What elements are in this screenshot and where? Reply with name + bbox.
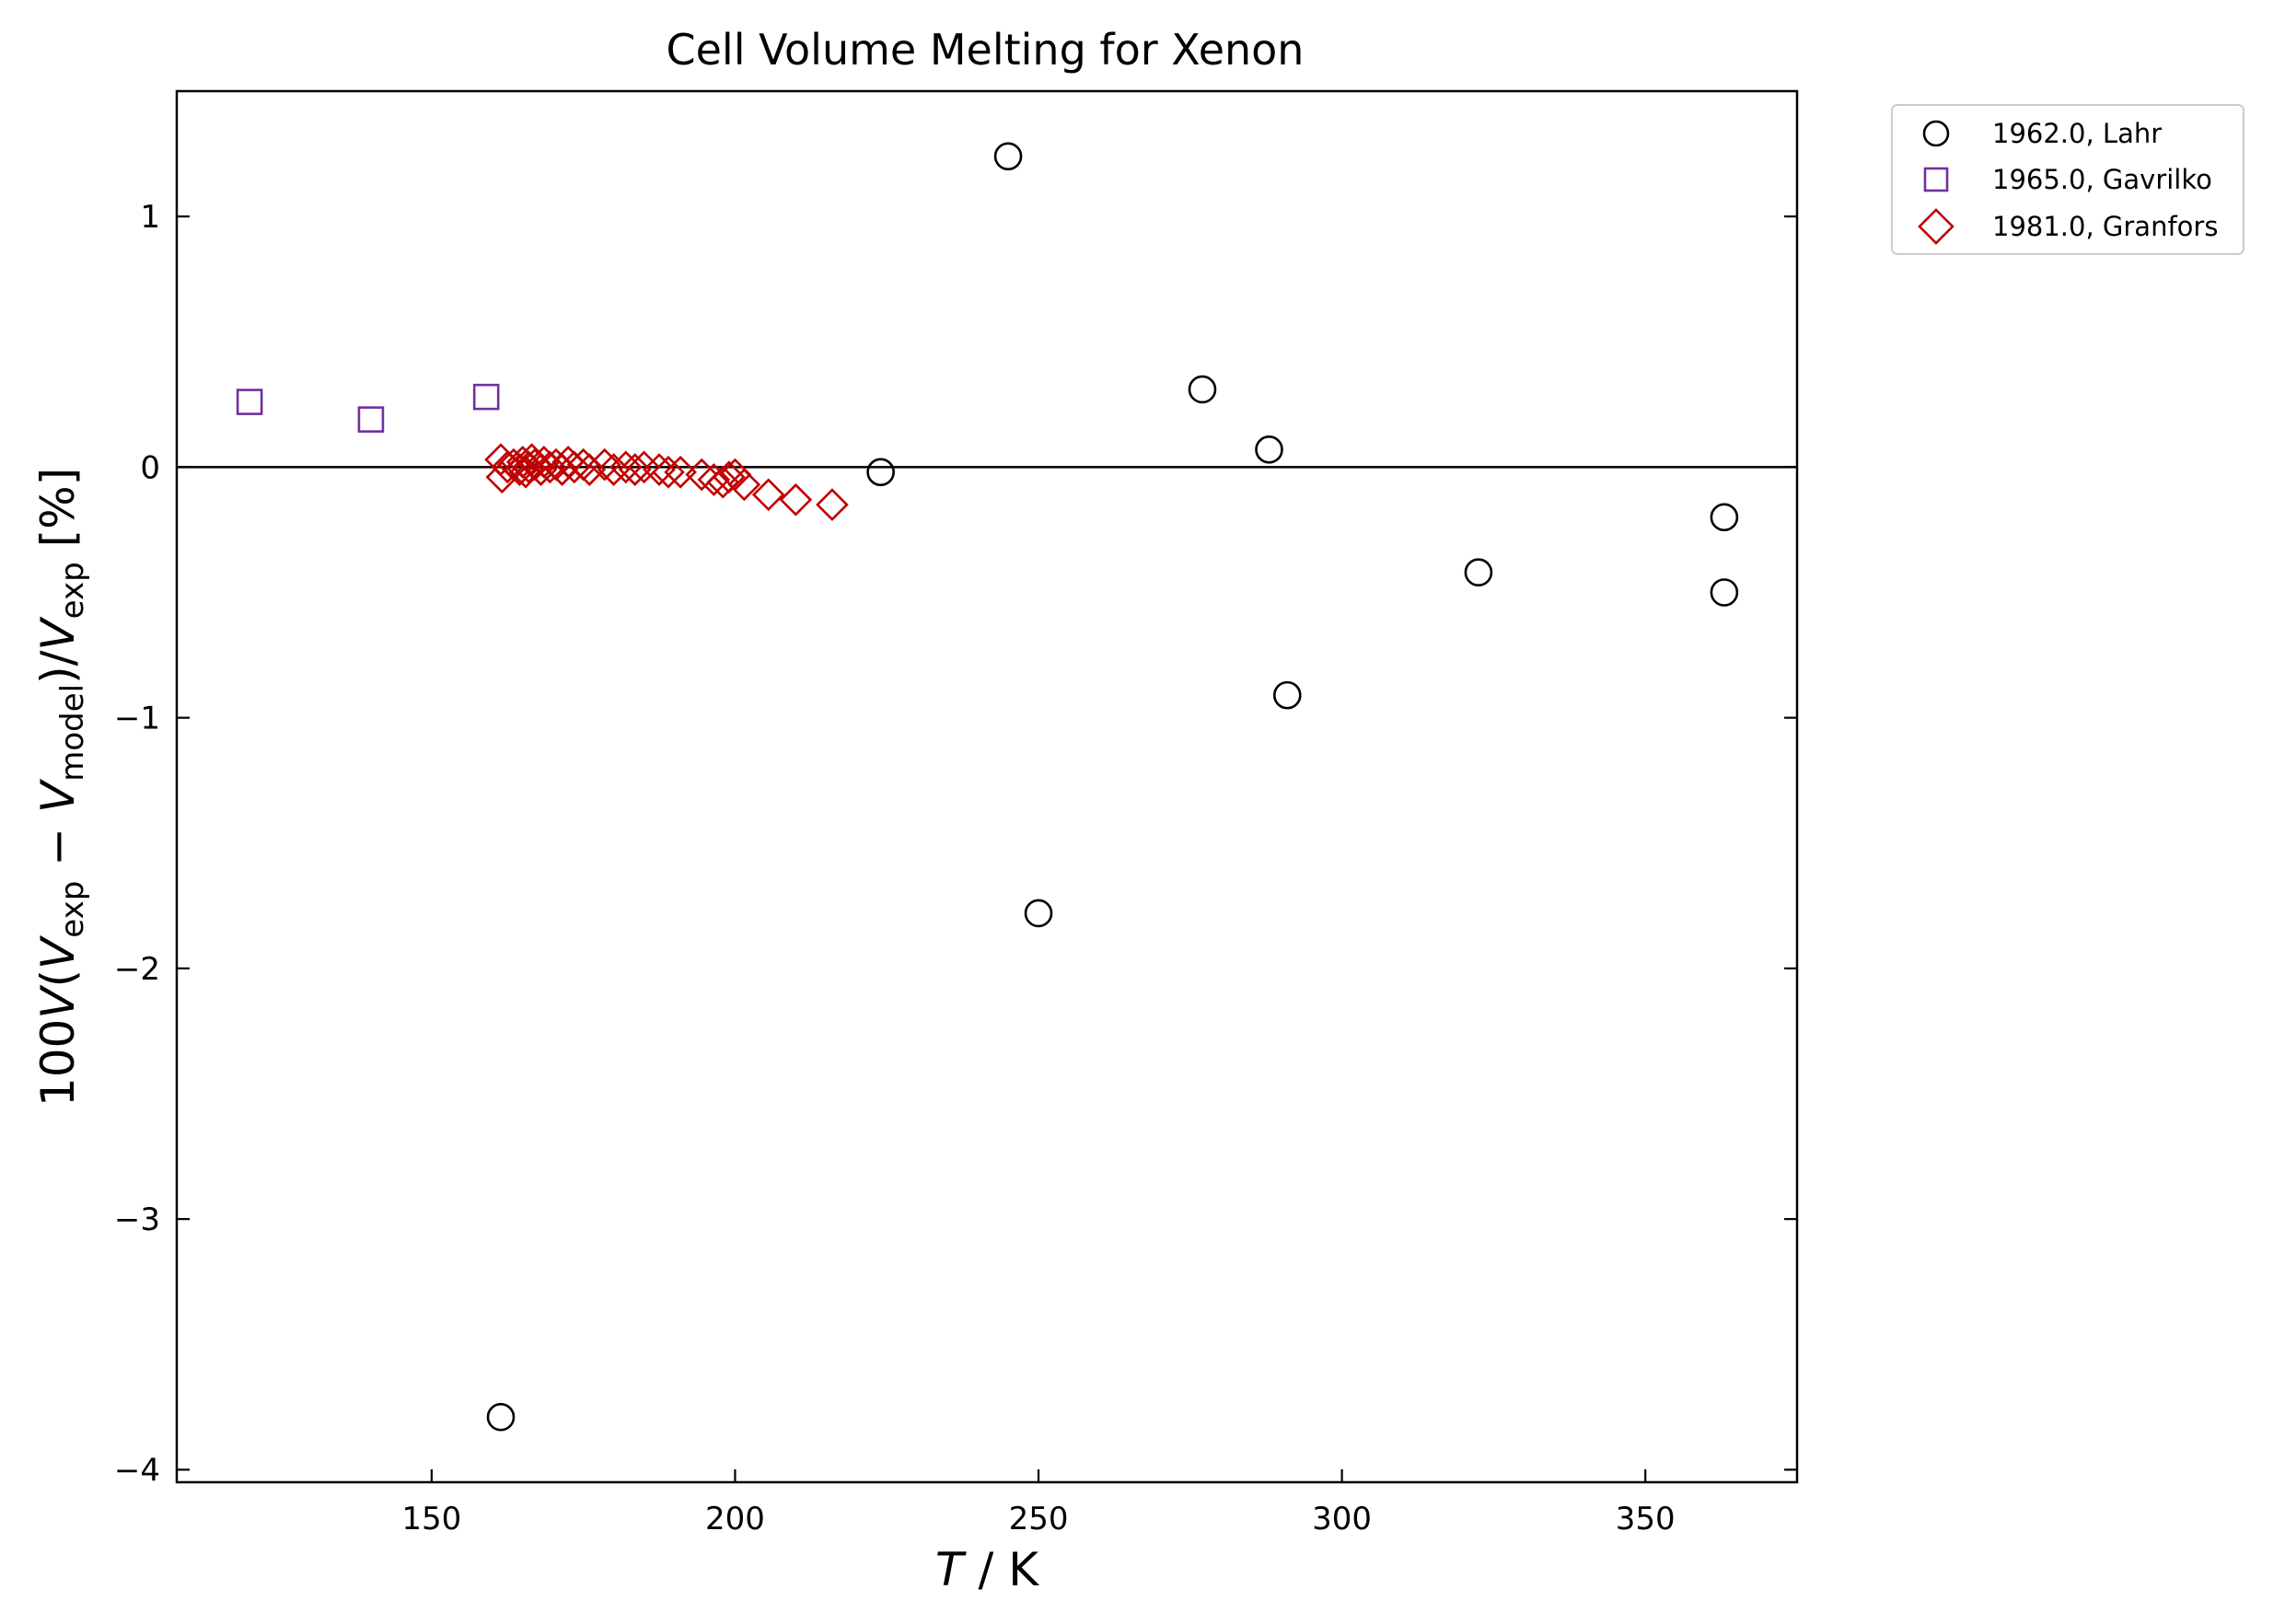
data-point-circle bbox=[866, 458, 895, 487]
y-axis-label-sub-exp: exp bbox=[54, 881, 91, 938]
data-point-diamond bbox=[664, 455, 697, 489]
data-markers bbox=[236, 142, 1739, 1432]
y-axis-label-sub-exp2: exp bbox=[54, 562, 91, 619]
data-point-diamond bbox=[816, 488, 849, 522]
legend-label-granfors: 1981.0, Granfors bbox=[1992, 211, 2218, 242]
legend-box bbox=[1891, 104, 2244, 255]
data-point-circle bbox=[993, 142, 1023, 171]
data-point-circle bbox=[1024, 899, 1053, 928]
x-axis-label: T / K bbox=[935, 1543, 1039, 1596]
y-axis-label-v1: V bbox=[31, 984, 85, 1019]
data-point-circle bbox=[1188, 375, 1217, 404]
data-point-diamond bbox=[643, 453, 676, 486]
x-tick-label: 350 bbox=[1616, 1501, 1676, 1537]
y-axis-label-v3: V bbox=[31, 778, 85, 813]
chart-title: Cell Volume Melting for Xenon bbox=[667, 25, 1305, 75]
data-point-diamond bbox=[627, 450, 661, 484]
legend-diamond-marker bbox=[1918, 208, 1954, 245]
data-point-circle bbox=[1710, 503, 1739, 532]
legend-label-lahr: 1962.0, Lahr bbox=[1992, 118, 2162, 149]
data-point-diamond bbox=[557, 450, 591, 484]
data-point-diamond bbox=[618, 453, 652, 486]
y-tick-label: −1 bbox=[114, 701, 160, 737]
y-tick-label: −2 bbox=[114, 951, 160, 988]
y-axis-label-lead: 100 bbox=[31, 1019, 85, 1107]
x-axis-label-symbol: T bbox=[935, 1543, 967, 1596]
x-tick-label: 250 bbox=[1009, 1501, 1069, 1537]
data-point-diamond bbox=[533, 450, 567, 484]
y-axis-label-v4: V bbox=[31, 616, 85, 651]
data-point-diamond bbox=[587, 447, 621, 481]
data-point-circle bbox=[1710, 578, 1739, 607]
y-tick-label: −3 bbox=[114, 1201, 160, 1238]
data-point-diamond bbox=[751, 478, 785, 512]
legend-label-gavrilko: 1965.0, Gavrilko bbox=[1992, 164, 2212, 195]
data-point-square bbox=[236, 389, 263, 415]
data-point-diamond bbox=[727, 468, 761, 502]
data-point-circle bbox=[1464, 558, 1493, 587]
y-tick-label: 1 bbox=[140, 199, 160, 236]
data-point-diamond bbox=[685, 458, 719, 492]
data-point-diamond bbox=[713, 460, 746, 494]
legend: 1962.0, Lahr 1965.0, Gavrilko 1981.0, Gr… bbox=[1891, 104, 2244, 255]
plot-frame bbox=[175, 89, 1799, 1484]
y-axis-label-v2: V bbox=[31, 934, 85, 969]
data-point-diamond bbox=[545, 453, 579, 486]
y-axis-label-percent: [%] bbox=[31, 468, 85, 562]
x-tick-label: 200 bbox=[705, 1501, 765, 1537]
data-point-diamond bbox=[573, 453, 607, 486]
y-axis-label-open-paren: ( bbox=[31, 969, 85, 988]
y-axis-label-close-paren: )/ bbox=[31, 650, 85, 684]
data-point-diamond bbox=[652, 455, 685, 489]
y-axis-label: 100V(Vexp − Vmodel)/Vexp [%] bbox=[31, 468, 91, 1107]
data-point-circle bbox=[486, 1402, 516, 1432]
y-tick-label: −4 bbox=[114, 1452, 160, 1489]
y-axis-label-minus: − bbox=[31, 813, 85, 881]
data-point-circle bbox=[1255, 435, 1283, 464]
data-point-diamond bbox=[697, 463, 731, 496]
data-point-diamond bbox=[779, 482, 813, 516]
axis-ticks: 150 200 250 300 350 −4 −3 −2 −1 0 1 bbox=[114, 199, 1797, 1537]
x-tick-label: 300 bbox=[1312, 1501, 1372, 1537]
data-point-square bbox=[357, 406, 385, 433]
legend-circle-marker bbox=[1922, 120, 1950, 147]
data-point-square bbox=[472, 383, 500, 411]
data-point-circle bbox=[1272, 680, 1302, 710]
legend-square-marker bbox=[1923, 167, 1949, 192]
y-tick-label: 0 bbox=[140, 449, 160, 486]
x-axis-label-unit: / K bbox=[964, 1543, 1040, 1596]
x-tick-label: 150 bbox=[401, 1501, 461, 1537]
y-axis-label-sub-model: model bbox=[54, 684, 91, 782]
